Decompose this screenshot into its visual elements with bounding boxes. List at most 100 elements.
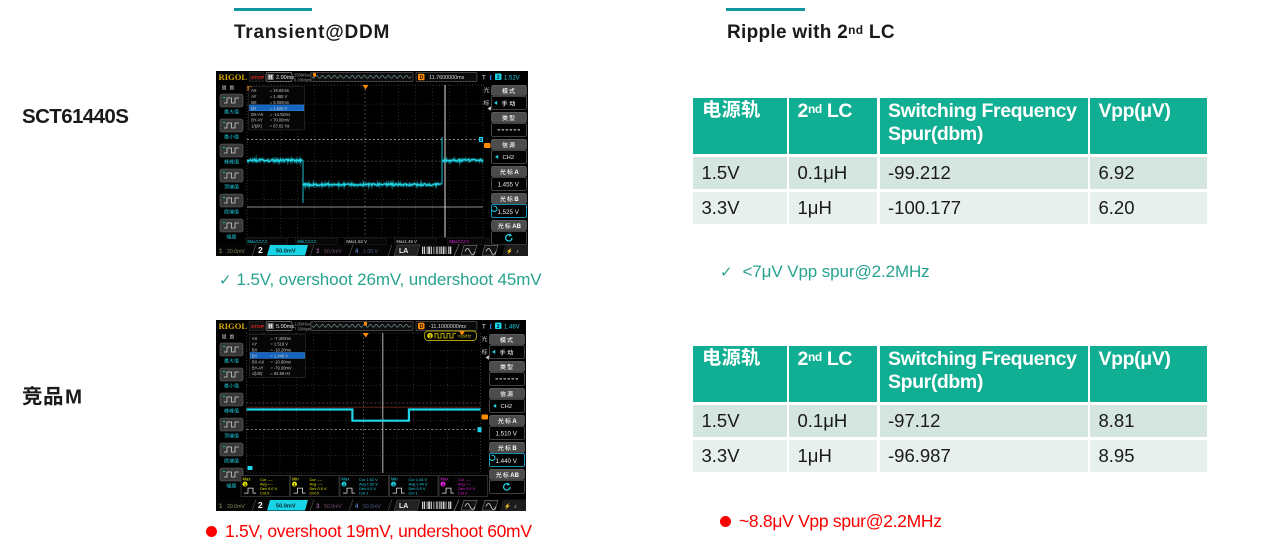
svg-text:3: 3 [316, 504, 320, 510]
svg-text:5.00ms: 5.00ms [276, 324, 294, 330]
svg-text:50.0mV: 50.0mV [276, 249, 296, 255]
svg-text:Cur 1.52 V: Cur 1.52 V [359, 477, 378, 482]
svg-text:1.440 V: 1.440 V [496, 458, 518, 465]
svg-text:STOP: STOP [251, 324, 265, 330]
svg-text:f: f [490, 74, 493, 82]
svg-text:Max⎍⎍⎍⎍: Max⎍⎍⎍⎍ [247, 239, 267, 244]
svg-text:BX: BX [251, 100, 257, 105]
svg-text:1/|dX|: 1/|dX| [251, 124, 262, 129]
svg-text:1: 1 [219, 249, 223, 255]
svg-text:= 1.465 V: = 1.465 V [270, 94, 288, 99]
svg-text:BX-AX: BX-AX [252, 359, 265, 364]
svg-text:= -18.20ms: = -18.20ms [270, 348, 291, 353]
svg-text:125MSa/s: 125MSa/s [294, 321, 313, 326]
svg-text:50.0mV: 50.0mV [324, 249, 342, 255]
svg-text:2: 2 [497, 324, 500, 330]
svg-text:STOP: STOP [251, 75, 265, 81]
svg-text:2: 2 [258, 245, 263, 255]
svg-text:250MSa/s: 250MSa/s [294, 72, 313, 77]
svg-text:Max: Max [342, 477, 351, 482]
svg-text:AY: AY [251, 94, 256, 99]
svg-text:2: 2 [343, 482, 346, 487]
svg-text:20.0mV: 20.0mV [227, 249, 245, 255]
svg-text:⚡: ⚡ [504, 503, 511, 510]
svg-text:Cnt 0: Cnt 0 [310, 491, 320, 496]
svg-text:A: A [512, 419, 517, 425]
svg-text:3: 3 [316, 249, 320, 255]
svg-text:Cur 1.44 V: Cur 1.44 V [409, 477, 428, 482]
svg-text:50.0mV: 50.0mV [363, 504, 381, 510]
svg-text:50.0mV: 50.0mV [324, 504, 342, 510]
svg-text:BX-AX: BX-AX [251, 112, 264, 117]
svg-text:Dev 0.0 V: Dev 0.0 V [458, 486, 475, 491]
svg-text:4: 4 [355, 249, 359, 255]
svg-text:1: 1 [429, 333, 432, 338]
svg-text:⚡: ⚡ [506, 248, 513, 255]
svg-text:Max: Max [243, 477, 252, 482]
svg-text:B: B [514, 197, 519, 203]
svg-text:Cur ----: Cur ---- [458, 477, 471, 482]
svg-text:2: 2 [480, 137, 483, 142]
svg-text:50.0mV: 50.0mV [276, 504, 296, 510]
svg-text:= 1.440 V: = 1.440 V [270, 354, 288, 359]
svg-text:= 19.92ms: = 19.92ms [270, 88, 289, 93]
svg-text:AX: AX [252, 336, 258, 341]
svg-text:AX: AX [251, 88, 257, 93]
svg-text:Min: Min [391, 477, 398, 482]
svg-text:= 5.000ms: = 5.000ms [270, 100, 289, 105]
svg-text:Cnt 1: Cnt 1 [359, 491, 368, 496]
svg-text:D: D [420, 324, 424, 330]
svg-text:Dev 0.0 V: Dev 0.0 V [260, 486, 277, 491]
svg-text:Dev 0.0 V: Dev 0.0 V [359, 486, 376, 491]
svg-text:T: T [482, 76, 486, 82]
svg-text:1: 1 [244, 482, 247, 487]
svg-text:AB: AB [512, 224, 521, 230]
svg-text:Min: Min [292, 477, 299, 482]
svg-text:-11.1000000ms: -11.1000000ms [429, 324, 466, 330]
svg-text:H: H [269, 75, 273, 81]
svg-text:Dev 0.0 V: Dev 0.0 V [310, 486, 327, 491]
svg-text:1.00 V: 1.00 V [363, 249, 379, 255]
svg-text:♪: ♪ [516, 249, 519, 255]
svg-text:11.7600000ms: 11.7600000ms [429, 75, 465, 81]
svg-text:M: M [65, 386, 82, 409]
svg-text:Cur ----: Cur ---- [310, 477, 323, 482]
svg-text:1.525 V: 1.525 V [498, 209, 520, 216]
svg-text:<19Hz: <19Hz [458, 333, 472, 338]
svg-text:BY-AY: BY-AY [251, 118, 263, 123]
svg-text:= 1.520 V: = 1.520 V [270, 106, 288, 111]
svg-text:RIGOL: RIGOL [219, 72, 248, 82]
svg-text:Avg 1.52 V: Avg 1.52 V [359, 481, 378, 486]
svg-text:H: H [269, 324, 273, 330]
svg-text:20.0mV: 20.0mV [227, 504, 245, 510]
svg-text:Avg 1.44 V: Avg 1.44 V [409, 481, 428, 486]
svg-text:Avg ----: Avg ---- [310, 481, 324, 486]
svg-text:= 70.00mV: = 70.00mV [270, 118, 290, 123]
svg-text:1.52V: 1.52V [504, 76, 520, 82]
svg-text:2: 2 [393, 482, 396, 487]
svg-text:BY-AY: BY-AY [252, 365, 264, 370]
svg-text:♪: ♪ [514, 504, 517, 510]
svg-text:4: 4 [355, 504, 359, 510]
svg-text:6.00Mpts: 6.00Mpts [294, 77, 311, 82]
svg-text:LA: LA [399, 248, 408, 255]
svg-text:= 67.02 Hz: = 67.02 Hz [270, 124, 290, 129]
svg-text:Cnt 0: Cnt 0 [260, 491, 270, 496]
svg-text:Max⎍⎍⎍⎍: Max⎍⎍⎍⎍ [449, 239, 469, 244]
svg-text:3: 3 [442, 482, 445, 487]
svg-text:AY: AY [252, 342, 257, 347]
svg-text:Cnt 1: Cnt 1 [409, 491, 418, 496]
svg-text:= -10.80ms: = -10.80ms [270, 359, 291, 364]
svg-text:B: B [512, 446, 517, 452]
svg-text:2: 2 [258, 500, 263, 510]
svg-text:Min⎍⎍⎍⎍: Min⎍⎍⎍⎍ [297, 239, 316, 244]
svg-text:1: 1 [219, 504, 223, 510]
svg-text:BY: BY [251, 106, 257, 111]
svg-text:Avg ----: Avg ---- [260, 481, 274, 486]
svg-text:BX: BX [252, 348, 258, 353]
svg-text:Max1.52 V: Max1.52 V [346, 239, 367, 244]
svg-text:BY: BY [252, 354, 258, 359]
svg-text:D: D [420, 75, 424, 81]
svg-text:CH2: CH2 [501, 404, 513, 410]
svg-text:1.510 V: 1.510 V [496, 430, 518, 437]
